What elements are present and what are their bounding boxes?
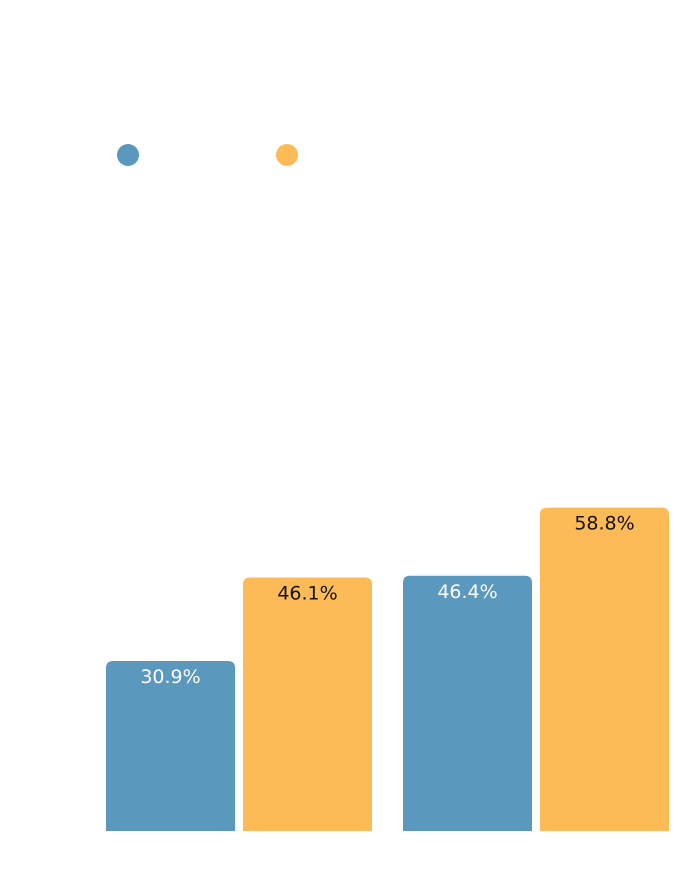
- legend-marker-series1: [117, 144, 139, 166]
- legend: [117, 144, 298, 166]
- bar-series2-group2: [540, 507, 669, 831]
- data-label-series1-group2: 46.4%: [437, 581, 497, 603]
- data-label-series1-group1: 30.9%: [140, 666, 200, 688]
- data-labels: 30.9% 46.4% 46.1% 58.8%: [140, 513, 634, 688]
- bar-series1-group1: [106, 661, 235, 831]
- data-label-series2-group2: 58.8%: [574, 513, 634, 535]
- bar-series1-group2: [403, 575, 532, 831]
- bar-series2-group1: [243, 577, 372, 831]
- bars: [106, 507, 669, 831]
- data-label-series2-group1: 46.1%: [277, 582, 337, 604]
- legend-marker-series2: [276, 144, 298, 166]
